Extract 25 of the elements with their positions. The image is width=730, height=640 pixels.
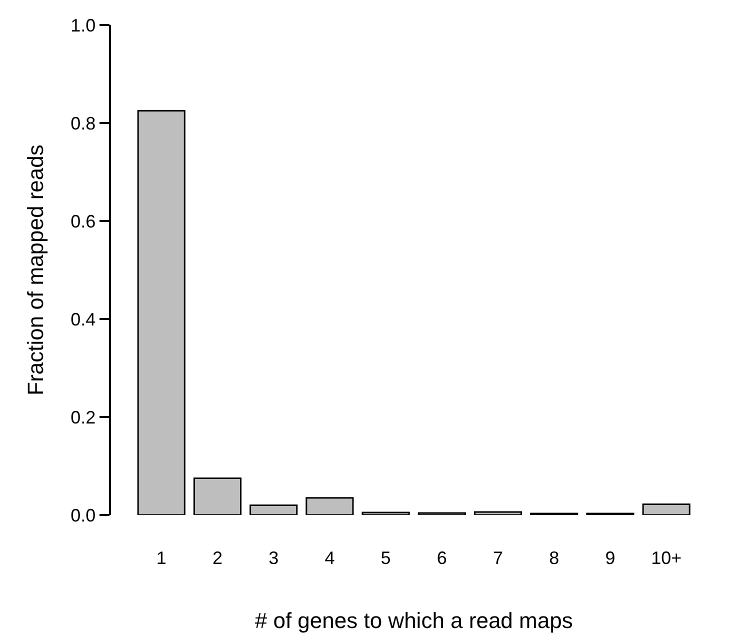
x-tick-label: 5 [380, 548, 391, 568]
x-tick-label: 4 [324, 548, 335, 568]
bar [250, 504, 298, 515]
x-tick-label: 8 [549, 548, 560, 568]
y-tick-label: 0.4 [70, 309, 96, 330]
y-tick-label: 0.6 [70, 211, 96, 232]
y-tick-label: 0.8 [70, 113, 96, 134]
x-tick-label: 10+ [651, 548, 682, 568]
bar [193, 478, 242, 515]
x-axis-title: # of genes to which a read maps [254, 608, 573, 633]
y-axis-title: Fraction of mapped reads [22, 144, 48, 396]
x-tick-label: 7 [493, 548, 504, 568]
y-tick-label: 1.0 [70, 15, 96, 36]
x-tick-label: 3 [268, 548, 279, 568]
y-tick-label: 0.2 [70, 407, 96, 428]
bar [362, 512, 410, 515]
y-tick-label: 0.0 [70, 505, 96, 526]
x-tick-label: 6 [436, 548, 447, 568]
bar [306, 497, 354, 515]
x-tick-label: 1 [156, 548, 166, 568]
bar [642, 503, 690, 515]
bar [137, 110, 186, 515]
x-tick-label: 2 [212, 548, 222, 568]
bar [474, 511, 522, 515]
x-tick-label: 9 [605, 548, 616, 568]
